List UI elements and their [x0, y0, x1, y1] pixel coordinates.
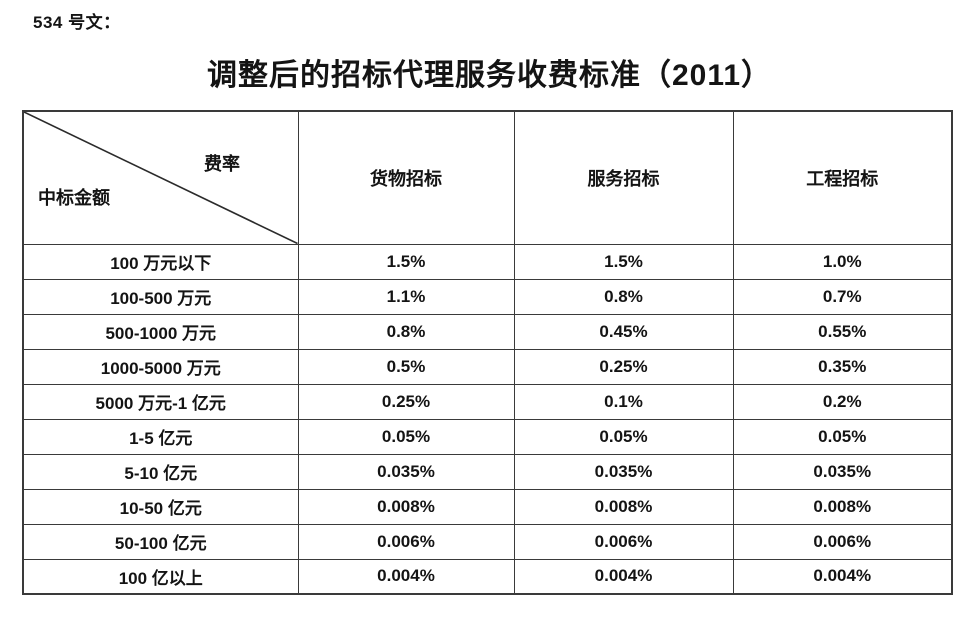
rate-cell-goods: 0.035% [297, 453, 515, 490]
table-row: 50-100 亿元 0.006% 0.006% 0.006% [22, 523, 953, 560]
rate-cell-engineering: 0.035% [732, 453, 953, 490]
rate-cell-service: 0.006% [513, 523, 734, 560]
amount-cell: 10-50 亿元 [22, 488, 299, 525]
table-corner-cell: 费率 中标金额 [22, 110, 299, 245]
rate-cell-engineering: 0.55% [732, 313, 953, 350]
doc-number-label: 534 号文： [33, 13, 121, 32]
rate-cell-goods: 0.8% [297, 313, 515, 350]
rate-cell-goods: 1.5% [297, 243, 515, 280]
page-title: 调整后的招标代理服务收费标准（2011） [206, 59, 773, 92]
table-row: 100 亿以上 0.004% 0.004% 0.004% [22, 558, 953, 595]
amount-cell: 50-100 亿元 [22, 523, 299, 560]
rate-cell-engineering: 1.0% [732, 243, 953, 280]
table-row: 10-50 亿元 0.008% 0.008% 0.008% [22, 488, 953, 525]
amount-cell: 5000 万元-1 亿元 [22, 383, 299, 420]
rate-cell-engineering: 0.006% [732, 523, 953, 560]
column-header-goods: 货物招标 [297, 110, 515, 245]
rate-cell-goods: 0.25% [297, 383, 515, 420]
rate-cell-goods: 0.004% [297, 558, 515, 595]
table-row: 1000-5000 万元 0.5% 0.25% 0.35% [22, 348, 953, 385]
amount-cell: 100 亿以上 [22, 558, 299, 595]
table-row: 5000 万元-1 亿元 0.25% 0.1% 0.2% [22, 383, 953, 420]
amount-cell: 100-500 万元 [22, 278, 299, 315]
rate-cell-service: 0.008% [513, 488, 734, 525]
header-row: 费率 中标金额 货物招标 服务招标 工程招标 [22, 110, 953, 245]
table-row: 5-10 亿元 0.035% 0.035% 0.035% [22, 453, 953, 490]
table-row: 100 万元以下 1.5% 1.5% 1.0% [22, 243, 953, 280]
rate-cell-service: 0.035% [513, 453, 734, 490]
rate-cell-goods: 0.5% [297, 348, 515, 385]
rate-cell-engineering: 0.7% [732, 278, 953, 315]
rate-cell-engineering: 0.2% [732, 383, 953, 420]
rate-cell-service: 0.25% [513, 348, 734, 385]
rate-cell-engineering: 0.05% [732, 418, 953, 455]
rate-cell-goods: 0.008% [297, 488, 515, 525]
column-header-service: 服务招标 [513, 110, 734, 245]
fee-rate-table: 费率 中标金额 货物招标 服务招标 工程招标 100 万元以下 1.5% 1.5… [22, 110, 953, 595]
rate-cell-goods: 0.006% [297, 523, 515, 560]
rate-cell-goods: 1.1% [297, 278, 515, 315]
amount-cell: 1000-5000 万元 [22, 348, 299, 385]
rate-cell-service: 0.05% [513, 418, 734, 455]
table-row: 500-1000 万元 0.8% 0.45% 0.55% [22, 313, 953, 350]
rate-cell-goods: 0.05% [297, 418, 515, 455]
amount-cell: 500-1000 万元 [22, 313, 299, 350]
rate-cell-service: 0.1% [513, 383, 734, 420]
rate-cell-engineering: 0.008% [732, 488, 953, 525]
corner-label-amount: 中标金额 [38, 188, 110, 208]
rate-cell-service: 0.004% [513, 558, 734, 595]
rate-cell-engineering: 0.004% [732, 558, 953, 595]
amount-cell: 5-10 亿元 [22, 453, 299, 490]
rate-cell-service: 0.45% [513, 313, 734, 350]
amount-cell: 1-5 亿元 [22, 418, 299, 455]
corner-label-rate: 费率 [204, 154, 240, 174]
diagonal-divider-line [24, 112, 298, 244]
table-row: 1-5 亿元 0.05% 0.05% 0.05% [22, 418, 953, 455]
rate-cell-service: 1.5% [513, 243, 734, 280]
table-row: 100-500 万元 1.1% 0.8% 0.7% [22, 278, 953, 315]
rate-cell-service: 0.8% [513, 278, 734, 315]
column-header-engineering: 工程招标 [732, 110, 953, 245]
rate-cell-engineering: 0.35% [732, 348, 953, 385]
amount-cell: 100 万元以下 [22, 243, 299, 280]
